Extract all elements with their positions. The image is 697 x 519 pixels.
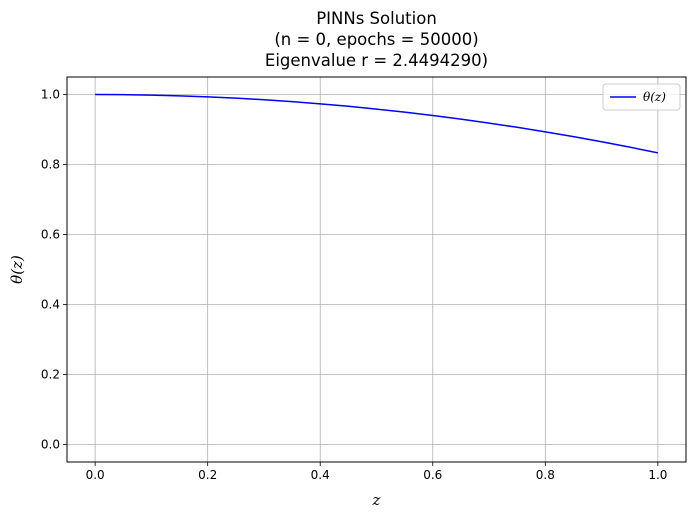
- x-tick-label: 0.4: [311, 468, 330, 482]
- y-tick-label: 0.6: [41, 228, 60, 242]
- legend: θ(z): [602, 83, 681, 111]
- x-tick-label: 0.8: [536, 468, 555, 482]
- plot-frame: [66, 76, 687, 463]
- y-tick-label: 0.8: [41, 158, 60, 172]
- y-axis-label: θ(z): [8, 255, 26, 284]
- series-lines: [95, 93, 659, 154]
- x-tick-label: 1.0: [648, 468, 667, 482]
- chart-title-line: PINNs Solution: [316, 9, 437, 28]
- x-tick-label: 0.6: [423, 468, 442, 482]
- legend-entry-label: θ(z): [643, 90, 666, 104]
- y-tick-label: 0.0: [41, 438, 60, 452]
- chart-title-line: (n = 0, epochs = 50000): [274, 30, 478, 49]
- chart-title: PINNs Solution (n = 0, epochs = 50000) Eig…: [265, 9, 488, 70]
- series-line-theta: [95, 93, 659, 154]
- y-tick-label: 0.4: [41, 298, 60, 312]
- x-axis-ticks: 0.0 0.2 0.4 0.6 0.8 1.0: [86, 462, 667, 482]
- y-tick-label: 1.0: [41, 88, 60, 102]
- x-tick-label: 0.2: [198, 468, 217, 482]
- legend-box: [602, 83, 681, 111]
- y-tick-label: 0.2: [41, 368, 60, 382]
- x-tick-label: 0.0: [86, 468, 105, 482]
- chart-title-line: Eigenvalue r = 2.4494290): [265, 51, 488, 70]
- x-axis-label: z: [372, 491, 381, 509]
- y-axis-ticks: 0.0 0.2 0.4 0.6 0.8 1.0: [41, 88, 67, 452]
- grid-lines: [67, 77, 686, 462]
